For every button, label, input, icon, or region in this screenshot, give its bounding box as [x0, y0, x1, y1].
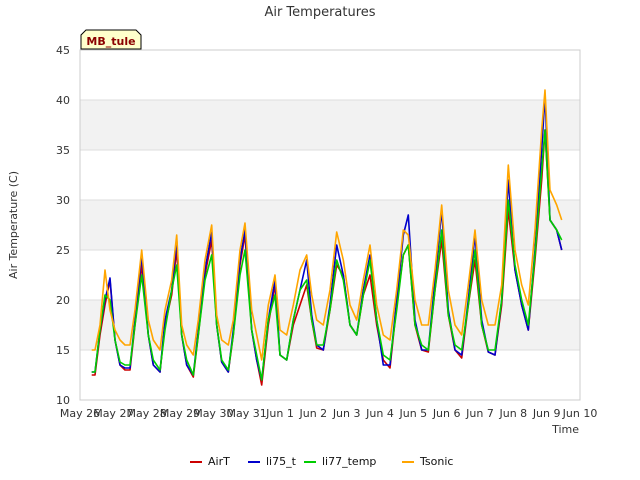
y-axis-ticks: 10 15 20 25 30 35 40 45 [56, 44, 70, 407]
legend: AirT li75_t li77_temp Tsonic [190, 455, 453, 468]
x-tick-label: Jun 6 [432, 407, 461, 420]
y-tick-label: 15 [56, 344, 70, 357]
x-tick-label: Jun 7 [465, 407, 494, 420]
y-tick-label: 20 [56, 294, 70, 307]
x-tick-label: May 26 [60, 407, 100, 420]
site-badge-label: MB_tule [86, 35, 135, 48]
legend-item: li75_t [248, 455, 297, 468]
x-tick-label: Jun 9 [532, 407, 561, 420]
series-line-tsonic [91, 89, 563, 361]
y-tick-label: 10 [56, 394, 70, 407]
y-tick-label: 30 [56, 194, 70, 207]
background-band [80, 200, 580, 250]
legend-label: li77_temp [322, 455, 376, 468]
legend-label: AirT [208, 455, 230, 468]
legend-item: Tsonic [402, 455, 453, 468]
x-tick-label: Jun 5 [398, 407, 427, 420]
x-tick-label: Jun 1 [265, 407, 294, 420]
y-tick-label: 40 [56, 94, 70, 107]
x-tick-label: Jun 2 [298, 407, 327, 420]
chart-title: Air Temperatures [264, 5, 375, 20]
series-layer [91, 89, 563, 386]
x-tick-label: Jun 10 [562, 407, 598, 420]
legend-label: Tsonic [419, 455, 453, 468]
legend-item: AirT [190, 455, 230, 468]
x-tick-label: May 29 [160, 407, 200, 420]
series-line-li77-temp [91, 129, 563, 381]
y-axis-title: Air Temperature (C) [7, 171, 20, 279]
y-tick-label: 25 [56, 244, 70, 257]
y-tick-label: 35 [56, 144, 70, 157]
x-tick-label: May 27 [93, 407, 133, 420]
x-tick-label: Jun 3 [332, 407, 361, 420]
x-tick-label: May 28 [127, 407, 167, 420]
legend-label: li75_t [266, 455, 297, 468]
plot-border [79, 49, 581, 401]
site-badge: MB_tule [80, 29, 142, 50]
x-tick-label: Jun 4 [365, 407, 394, 420]
background-band [80, 100, 580, 150]
x-tick-label: Jun 8 [498, 407, 527, 420]
x-tick-label: May 30 [193, 407, 233, 420]
x-axis-title: Time [551, 423, 579, 436]
x-tick-label: May 31 [227, 407, 267, 420]
y-tick-label: 45 [56, 44, 70, 57]
legend-item: li77_temp [304, 455, 376, 468]
